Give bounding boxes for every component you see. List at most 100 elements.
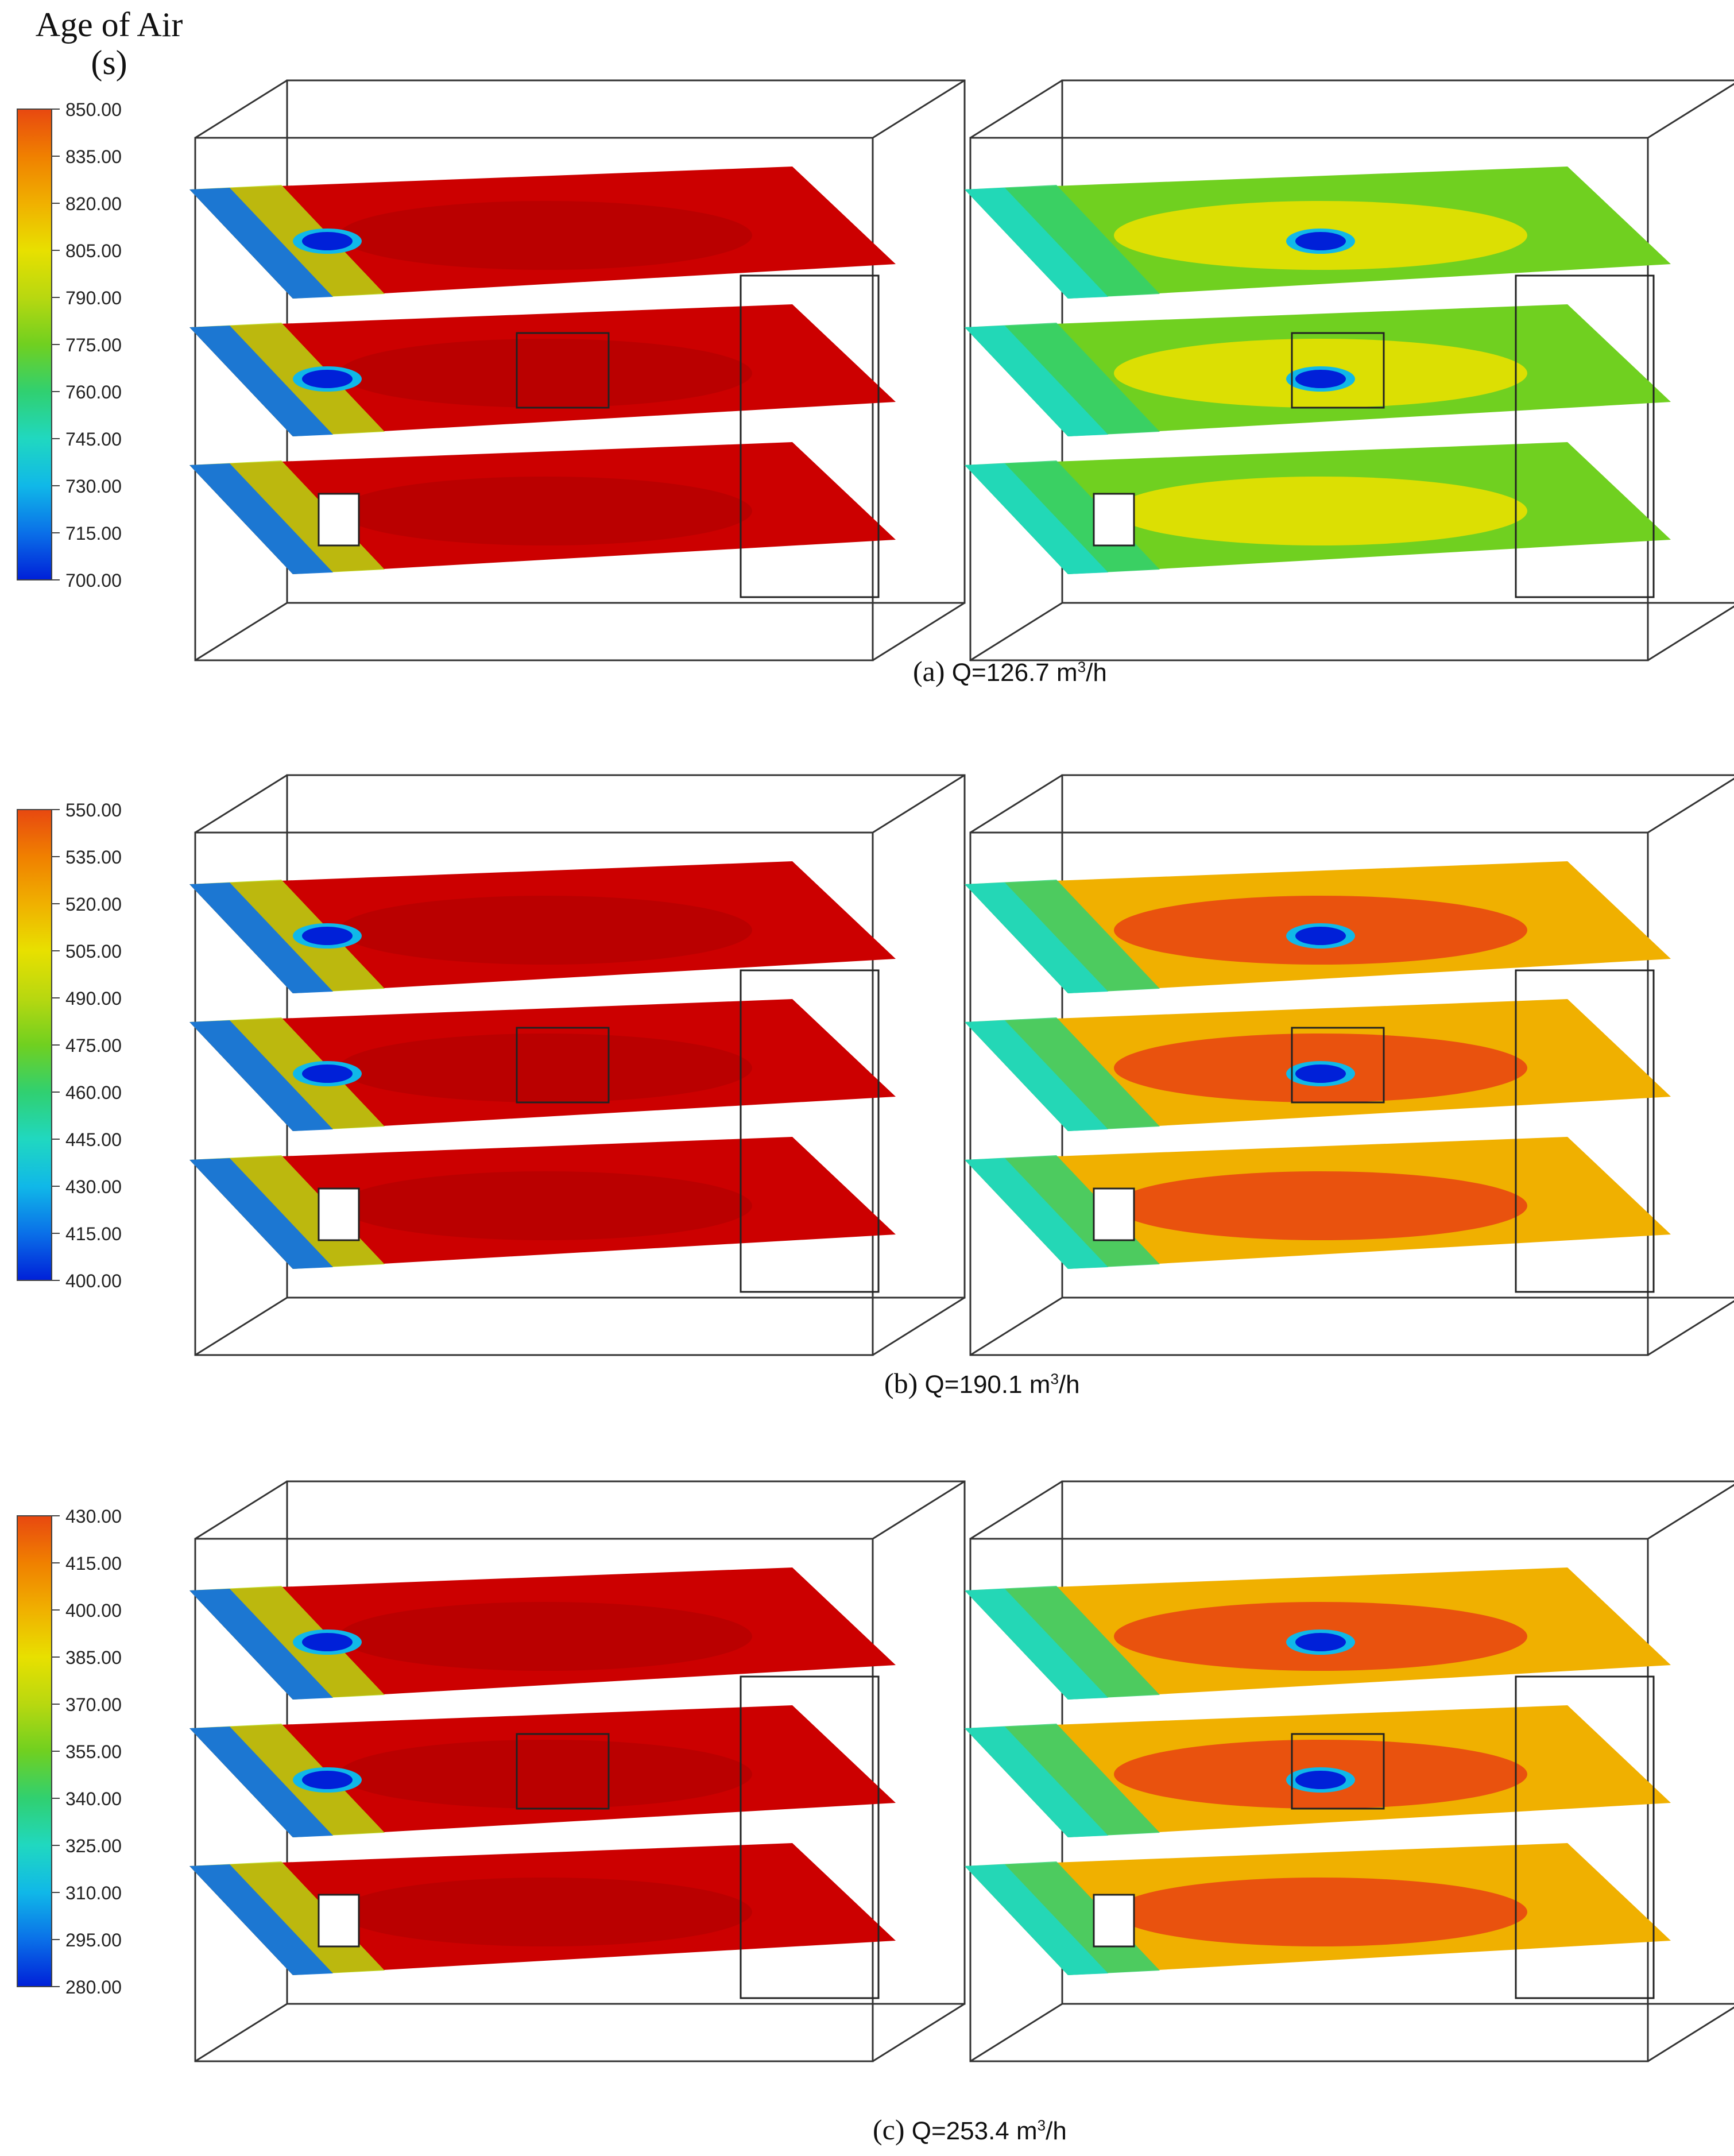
manikin-outline [1093,1894,1135,1948]
legend-tick-label: 415.00 [65,1553,122,1574]
slice-c-left-2 [189,1843,896,1975]
window-outline [1291,332,1385,409]
slice-blob [339,477,752,545]
slice-band [965,1158,1108,1269]
box-edge [195,602,288,661]
slice-b-left-2 [189,1137,896,1269]
slice-band [965,882,1108,993]
box-edge [195,774,288,834]
legend-tick-label: 445.00 [65,1129,122,1150]
box-edge [970,1296,1063,1356]
legend-tick-label: 535.00 [65,847,122,868]
legend-title-line1: Age of Air [35,6,183,44]
legend-tick-label: 850.00 [65,99,122,120]
legend-tick-label: 310.00 [65,1883,122,1903]
box-edge [872,774,965,834]
manikin-outline [318,493,360,547]
box-edge [195,1296,288,1356]
legend-tick-label: 415.00 [65,1224,122,1244]
manikin-outline [318,1894,360,1948]
inlet-core [302,1771,353,1789]
slice-c-left-0 [189,1567,896,1700]
legend-tick-label: 370.00 [65,1694,122,1715]
box-edge [195,1480,288,1540]
slice-a-left-2 [189,442,896,574]
slice-band [965,1864,1108,1975]
slice-band [965,1727,1108,1837]
legend-tick-label: 790.00 [65,288,122,308]
slice-band [965,188,1108,299]
box-edge [1647,83,1734,139]
legend-tick-label: 745.00 [65,429,122,450]
inlet-core [302,1065,353,1083]
caption-letter: (b) [884,1367,918,1399]
slice-blob [339,201,752,270]
legend-tick-label: 520.00 [65,894,122,915]
legend-tick-label: 475.00 [65,1035,122,1056]
door-outline [740,969,880,1293]
slice-band [965,1589,1108,1700]
slice-band [189,1727,333,1837]
caption-b: (b) Q=190.1 m3/h [884,1367,1080,1400]
caption-a: (a) Q=126.7 m3/h [913,655,1107,688]
box-edge [195,2003,288,2062]
box-edge [872,602,965,661]
legend-tick-label: 340.00 [65,1789,122,1809]
window-outline [1291,1027,1385,1104]
manikin-outline [318,1187,360,1241]
box-edge [872,1480,965,1540]
inlet-core [302,1633,353,1651]
slice-blob [339,1602,752,1671]
box-edge [1647,777,1734,834]
slice-b-left-0 [189,861,896,993]
legend-colorbar [17,1515,52,1987]
legend-tick-label: 400.00 [65,1271,122,1291]
slice-band [189,188,333,299]
door-outline [1515,1675,1655,1999]
legend-tick-label: 280.00 [65,1977,122,1998]
slice-a-right-1 [965,304,1671,436]
legend-tick-label: 775.00 [65,335,122,355]
legend-tick-label: 820.00 [65,193,122,214]
box-edge [970,2003,1063,2062]
caption-sup: 3 [1077,658,1086,676]
legend-b: 550.00 535.00 520.00 505.00 490.00 475.00 460.… [17,800,122,1291]
box-edge [872,1296,965,1356]
legend-tick-label: 430.00 [65,1176,122,1197]
slice-band [965,1020,1108,1131]
box-edge [1647,1300,1734,1356]
caption-q: Q=190.1 m [924,1371,1051,1399]
inlet-core [302,927,353,945]
legend-a: 850.00 835.00 820.00 805.00 790.00 775.00 760.… [17,99,122,591]
legend-title-line2: (s) [91,44,127,82]
slice-band [189,463,333,574]
slice-c-right-0 [965,1567,1671,1700]
legend-tick-label: 730.00 [65,476,122,497]
slice-band [189,326,333,436]
slice-a-right-0 [965,167,1671,299]
caption-sup: 3 [1037,2116,1046,2134]
inlet-core [1295,927,1346,945]
legend-tick-label: 385.00 [65,1647,122,1668]
slice-band [189,1020,333,1131]
legend-colorbar [17,809,52,1281]
caption-letter: (a) [913,655,945,687]
slice-band [965,326,1108,436]
manikin-outline [1093,1187,1135,1241]
slice-blob [339,896,752,965]
legend-c: 430.00 415.00 400.00 385.00 370.00 355.00 340.… [17,1506,122,1998]
door-outline [1515,969,1655,1293]
inlet-core [1295,232,1346,250]
caption-unit: /h [1058,1371,1080,1399]
legend-tick-label: 760.00 [65,382,122,402]
slice-band [189,1158,333,1269]
slice-b-right-0 [965,861,1671,993]
legend-tick-label: 715.00 [65,523,122,544]
door-outline [1515,274,1655,598]
legend-tick-label: 490.00 [65,988,122,1009]
legend-tick-label: 295.00 [65,1930,122,1950]
caption-c: (c) Q=253.4 m3/h [873,2113,1067,2146]
slice-c-right-2 [965,1843,1671,1975]
manikin-outline [1093,493,1135,547]
